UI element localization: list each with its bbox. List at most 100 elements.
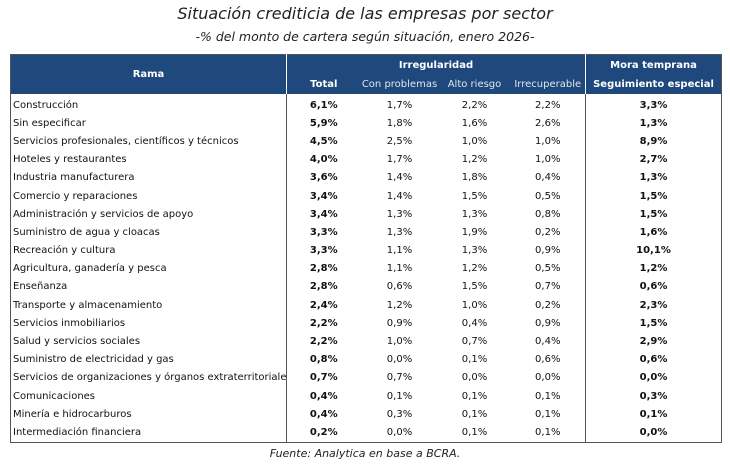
cell-total: 6,1% [309,99,338,111]
cell-total: 3,4% [309,190,338,202]
table-row: Servicios de organizaciones y órganos ex… [10,368,722,387]
table-row: Intermediación financiera 0,2% 0,0% 0,1% 0,1… [10,423,722,443]
cell-con-problemas: 0,1% [386,390,413,402]
cell-irrecuperable: 0,0% [535,372,561,384]
cell-con-problemas: 1,4% [386,172,413,184]
cell-irrecuperable: 2,2% [535,99,561,111]
cell-irrecuperable: 0,4% [535,172,561,184]
cell-seguimiento-especial: 1,2% [585,259,722,278]
cell-irrecuperable: 0,1% [535,408,561,420]
cell-rama: Suministro de electricidad y gas [10,350,287,369]
cell-alto-riesgo: 1,3% [461,245,488,257]
cell-con-problemas: 0,0% [386,426,413,438]
table-row: Administración y servicios de apoyo 3,4% 1… [10,205,722,224]
cell-total: 2,2% [309,336,338,348]
cell-irrecuperable: 0,2% [535,226,561,238]
cell-total: 3,3% [309,245,338,257]
cell-irrecuperable: 0,8% [535,208,561,220]
cell-con-problemas: 2,5% [386,135,413,147]
cell-irrecuperable: 0,2% [535,299,561,311]
source-note: Fuente: Analytica en base a BCRA. [269,447,461,460]
cell-total: 2,2% [309,317,338,329]
cell-alto-riesgo: 0,4% [461,317,488,329]
cell-alto-riesgo: 0,0% [461,372,488,384]
cell-con-problemas: 1,1% [386,263,413,275]
table-subtitle: -% del monto de cartera según situación,… [195,29,535,44]
cell-seguimiento-especial: 0,1% [585,405,722,424]
cell-con-problemas: 0,9% [386,317,413,329]
cell-total: 2,8% [309,263,338,275]
cell-rama: Minería e hidrocarburos [10,405,287,424]
cell-rama: Hoteles y restaurantes [10,150,287,169]
table-row: Hoteles y restaurantes 4,0% 1,7% 1,2% 1,0% 2,… [10,150,722,169]
cell-rama: Salud y servicios sociales [10,332,287,351]
cell-total: 0,8% [309,354,338,366]
cell-con-problemas: 0,6% [386,281,413,293]
cell-con-problemas: 0,0% [386,354,413,366]
table-row: Salud y servicios sociales 2,2% 1,0% 0,7% 0,… [10,332,722,351]
cell-con-problemas: 1,7% [386,99,413,111]
table-row: Industria manufacturera 3,6% 1,4% 1,8% 0,4% 1… [10,168,722,187]
cell-total: 4,5% [309,135,338,147]
cell-alto-riesgo: 1,8% [461,172,488,184]
cell-alto-riesgo: 0,1% [461,408,488,420]
header-alto-riesgo: Alto riesgo [438,75,511,94]
cell-rama: Servicios inmobiliarios [10,314,287,333]
cell-rama: Intermediación financiera [10,423,287,443]
cell-irrecuperable: 2,6% [535,117,561,129]
cell-alto-riesgo: 0,1% [461,354,488,366]
table-row: Sin especificar 5,9% 1,8% 1,6% 2,6% 1,3% [10,114,722,133]
header-rama: Rama [10,54,287,94]
cell-total: 0,4% [309,408,338,420]
cell-total: 3,4% [309,208,338,220]
header-irregularidad: Irregularidad [286,54,586,75]
cell-irrecuperable: 0,4% [535,336,561,348]
cell-con-problemas: 1,3% [386,208,413,220]
cell-seguimiento-especial: 2,9% [585,332,722,351]
cell-total: 0,7% [309,372,338,384]
cell-seguimiento-especial: 0,0% [585,368,722,387]
header-con-problemas: Con problemas [360,75,439,94]
cell-irrecuperable: 0,5% [535,190,561,202]
cell-seguimiento-especial: 0,6% [585,277,722,297]
cell-irrecuperable: 0,5% [535,263,561,275]
header-mora-temprana: Mora temprana [585,54,722,75]
table-row: Construcción 6,1% 1,7% 2,2% 2,2% 3,3% [10,94,722,115]
table-row: Suministro de agua y cloacas 3,3% 1,3% 1,9%… [10,223,722,242]
cell-rama: Sin especificar [10,114,287,133]
cell-alto-riesgo: 1,2% [461,154,488,166]
cell-rama: Comercio y reparaciones [10,186,287,206]
cell-con-problemas: 0,3% [386,408,413,420]
cell-irrecuperable: 0,9% [535,245,561,257]
table-row: Recreación y cultura 3,3% 1,1% 1,3% 0,9% 10,1… [10,241,722,260]
cell-seguimiento-especial: 1,5% [585,314,722,333]
table-row: Enseñanza 2,8% 0,6% 1,5% 0,7% 0,6% [10,277,722,297]
cell-alto-riesgo: 1,3% [461,208,488,220]
cell-alto-riesgo: 2,2% [461,99,488,111]
cell-alto-riesgo: 1,5% [461,281,488,293]
cell-seguimiento-especial: 10,1% [585,241,722,260]
table-body: Construcción 6,1% 1,7% 2,2% 2,2% 3,3% Sin espe… [10,94,722,443]
cell-total: 3,3% [309,226,338,238]
table-row: Agricultura, ganadería y pesca 2,8% 1,1% 1,… [10,259,722,278]
table-row: Servicios inmobiliarios 2,2% 0,9% 0,4% 0,9% 1… [10,314,722,333]
cell-total: 3,6% [309,172,338,184]
cell-total: 2,4% [309,299,338,311]
cell-alto-riesgo: 0,7% [461,336,488,348]
cell-alto-riesgo: 1,5% [461,190,488,202]
cell-con-problemas: 1,2% [386,299,413,311]
cell-irrecuperable: 1,0% [535,135,561,147]
cell-seguimiento-especial: 1,3% [585,168,722,187]
cell-con-problemas: 0,7% [386,372,413,384]
cell-seguimiento-especial: 2,3% [585,296,722,315]
cell-alto-riesgo: 1,2% [461,263,488,275]
table-row: Comercio y reparaciones 3,4% 1,4% 1,5% 0,5% 1… [10,186,722,206]
cell-rama: Recreación y cultura [10,241,287,260]
cell-rama: Suministro de agua y cloacas [10,223,287,242]
cell-con-problemas: 1,1% [386,245,413,257]
cell-alto-riesgo: 1,0% [461,135,488,147]
cell-con-problemas: 1,4% [386,190,413,202]
cell-seguimiento-especial: 1,3% [585,114,722,133]
cell-alto-riesgo: 0,1% [461,390,488,402]
cell-rama: Comunicaciones [10,387,287,406]
